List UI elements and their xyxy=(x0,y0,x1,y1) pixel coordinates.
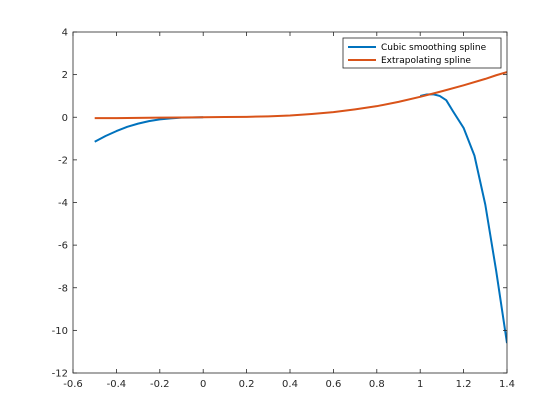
legend-label-0: Cubic smoothing spline xyxy=(381,43,487,53)
axes-layer: -0.6 -0.4 -0.2 0 0.2 0.4 0.6 0.8 1 1.2 1.4 -12 -10 -8… xyxy=(52,28,515,391)
legend-label-1: Extrapolating spline xyxy=(381,56,471,66)
x-tick-label: 0.2 xyxy=(239,379,255,390)
x-tick-label: -0.6 xyxy=(63,379,83,390)
x-tick-label: 0.8 xyxy=(369,379,385,390)
x-tick-label: -0.4 xyxy=(107,379,127,390)
series-line-2 xyxy=(94,71,507,120)
y-tick-label: -2 xyxy=(58,155,68,166)
series-line-1 xyxy=(419,93,507,344)
legend: Cubic smoothing spline Extrapolating spli… xyxy=(342,37,502,69)
y-tick-label: -8 xyxy=(58,283,68,294)
y-tick-label: -10 xyxy=(52,326,68,337)
y-tick-label: -4 xyxy=(58,198,68,209)
x-tick-label: 0.6 xyxy=(325,379,341,390)
x-tick-label: 1.4 xyxy=(499,379,515,390)
series-layer xyxy=(94,71,507,344)
legend-box xyxy=(342,37,502,69)
x-tick-label: 0.4 xyxy=(282,379,298,390)
y-tick-label: 4 xyxy=(62,28,68,39)
x-tick-label: 1 xyxy=(417,379,423,390)
y-tick-label: -12 xyxy=(52,369,68,380)
y-tick-label: 2 xyxy=(62,70,68,81)
series-line-0 xyxy=(94,116,204,143)
x-tick-label: 1.2 xyxy=(456,379,472,390)
x-tick-label: -0.2 xyxy=(150,379,170,390)
axes-box xyxy=(72,31,508,374)
y-tick-label: -6 xyxy=(58,241,68,252)
x-tick-label: 0 xyxy=(200,379,206,390)
y-tick-label: 0 xyxy=(62,113,68,124)
